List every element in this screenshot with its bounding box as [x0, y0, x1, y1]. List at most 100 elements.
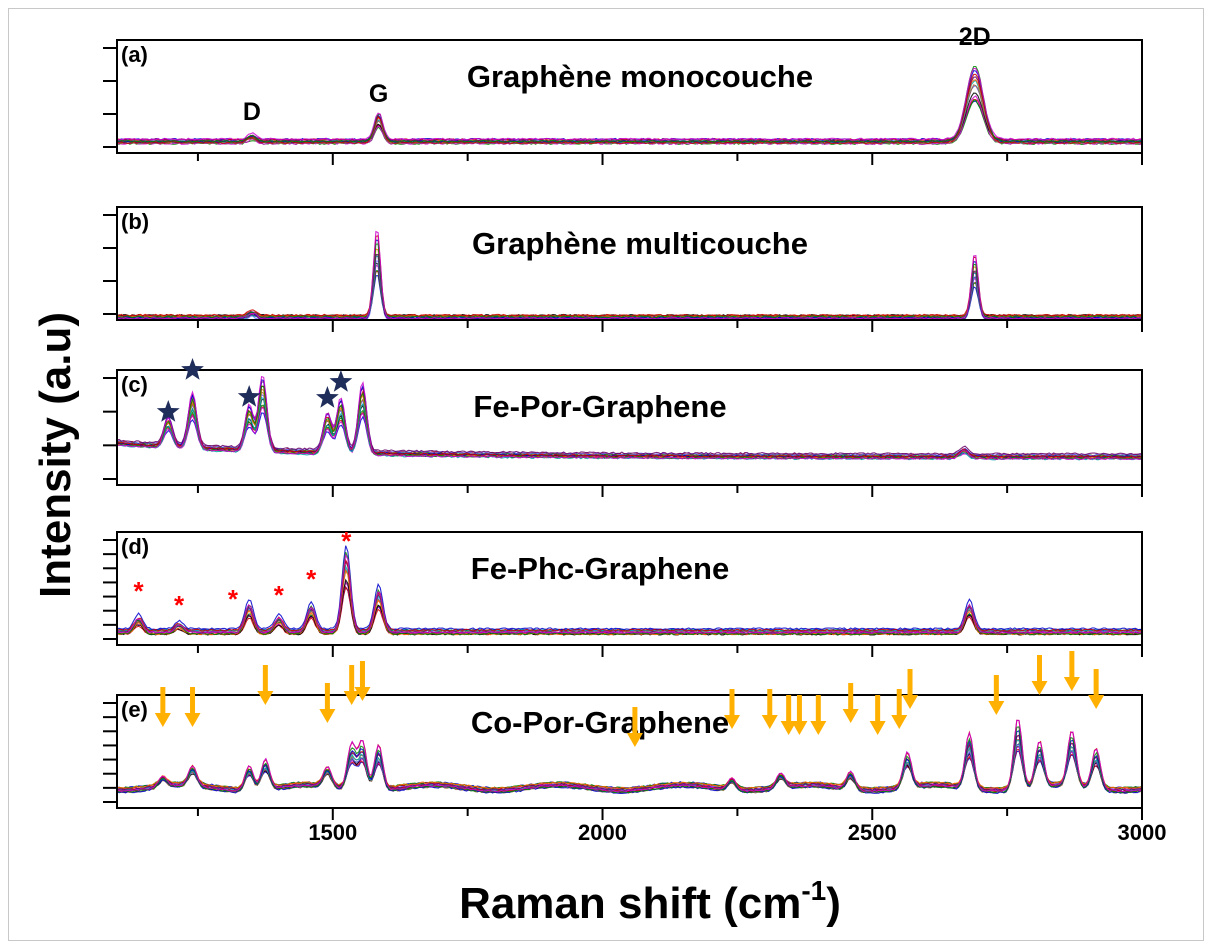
panel-letter: (c): [121, 372, 148, 397]
asterisk-marker: *: [341, 526, 352, 556]
peak-label: D: [243, 98, 261, 126]
arrow-marker-head: [1063, 677, 1080, 691]
spectrum-trace: [117, 745, 1143, 792]
arrow-marker-head: [343, 691, 360, 705]
panel-a: (a) Graphène monocouche D G 2D: [103, 23, 1143, 165]
arrow-marker-head: [257, 691, 274, 705]
arrow-marker-head: [988, 701, 1005, 715]
panels-group: (a) Graphène monocouche D G 2D (b) Graphène mu…: [103, 23, 1143, 820]
panel-title: Co-Por-Graphene: [471, 705, 729, 740]
spectrum-trace: [117, 260, 1142, 320]
arrow-marker-head: [891, 715, 908, 729]
spectrum-trace: [116, 73, 1143, 145]
spectrum-trace: [116, 545, 1142, 631]
spectrum-trace: [116, 748, 1143, 790]
panel-letter: (e): [121, 697, 148, 722]
spectrum-trace: [116, 262, 1143, 317]
arrow-marker-head: [791, 721, 808, 735]
arrow-marker-head: [724, 715, 740, 729]
spectrum-trace: [116, 743, 1143, 794]
spectrum-trace: [116, 734, 1143, 791]
spectrum-trace: [116, 275, 1143, 319]
spectrum-trace: [116, 726, 1143, 794]
star-marker: [181, 358, 204, 380]
spectrum-trace: [116, 745, 1143, 790]
panel-b: (b) Graphène multicouche: [103, 206, 1143, 332]
x-axis-title-main: Raman shift (cm: [459, 879, 801, 928]
spectrum-trace: [116, 744, 1143, 792]
x-axis-title-superscript: -1: [801, 875, 826, 906]
spectrum-trace: [116, 67, 1143, 141]
arrow-marker-head: [154, 713, 171, 727]
panel-letter: (d): [121, 534, 149, 559]
panel-letter: (a): [121, 42, 148, 67]
x-tick-label: 1500: [308, 820, 357, 845]
panel-frame: [116, 694, 1143, 809]
spectrum-trace: [117, 255, 1142, 320]
panel-title: Fe-Por-Graphene: [473, 389, 726, 424]
spectrum-trace: [116, 738, 1143, 794]
spectrum-trace: [117, 393, 1143, 457]
spectrum-trace: [116, 719, 1143, 793]
spectrum-trace: [116, 581, 1143, 633]
panel-e: (e) Co-Por-Graphene: [103, 651, 1143, 820]
figure-frame: [8, 8, 1204, 941]
panel-letter: (b): [121, 209, 149, 234]
star-marker: [237, 385, 261, 407]
arrow-marker-head: [626, 733, 643, 747]
asterisk-marker: *: [274, 580, 285, 610]
peak-label: 2D: [959, 23, 991, 51]
x-axis-title: Raman shift (cm-1): [459, 875, 841, 928]
arrow-marker-head: [184, 713, 201, 727]
arrow-marker-head: [842, 709, 859, 723]
spectrum-trace: [116, 264, 1143, 318]
x-tick-label: 2000: [578, 820, 627, 845]
x-axis-title-suffix: ): [826, 879, 841, 928]
panel-frame: [116, 206, 1143, 321]
panel-title: Graphène multicouche: [472, 226, 808, 261]
panel-frame: [116, 39, 1143, 154]
panel-d: (d) Fe-Phc-Graphene * * * * * *: [103, 526, 1143, 657]
panel-frame: [116, 369, 1143, 486]
star-marker: [156, 400, 180, 422]
arrow-marker-head: [354, 687, 371, 701]
spectrum-trace: [116, 375, 1143, 461]
spectrum-trace: [116, 739, 1143, 792]
spectrum-trace: [116, 385, 1143, 458]
asterisk-marker: *: [306, 564, 317, 594]
x-tick-label: 2500: [848, 820, 897, 845]
spectrum-trace: [116, 729, 1142, 794]
star-marker: [329, 370, 353, 392]
star-marker: [316, 386, 339, 408]
spectrum-trace: [116, 253, 1143, 320]
arrow-marker-head: [1031, 681, 1048, 695]
arrow-marker-head: [869, 721, 886, 735]
arrow-marker-head: [1088, 695, 1105, 709]
spectrum-trace: [116, 230, 1143, 320]
panel-c: (c) Fe-Por-Graphene: [103, 358, 1143, 497]
spectrum-trace: [116, 553, 1143, 634]
arrow-marker-head: [319, 709, 336, 723]
spectrum-trace: [116, 270, 1143, 319]
arrow-marker-head: [780, 721, 797, 735]
spectrum-trace: [116, 380, 1143, 456]
arrow-marker-head: [810, 721, 827, 735]
y-axis-title: Intensity (a.u): [31, 312, 80, 598]
arrow-marker-head: [761, 715, 778, 729]
spectrum-trace: [116, 270, 1142, 318]
asterisk-marker: *: [228, 584, 239, 614]
asterisk-marker: *: [174, 590, 185, 620]
panel-title: Fe-Phc-Graphene: [471, 551, 729, 586]
x-axis: 1500 2000 2500 3000: [308, 820, 1166, 845]
peak-label: G: [369, 80, 388, 108]
panel-title: Graphène monocouche: [467, 59, 813, 94]
spectrum-trace: [117, 578, 1143, 636]
asterisk-marker: *: [134, 576, 145, 606]
panel-frame: [116, 531, 1143, 646]
x-tick-label: 3000: [1118, 820, 1167, 845]
spectrum-trace: [116, 585, 1143, 632]
spectrum-trace: [116, 254, 1143, 318]
arrow-marker-head: [902, 695, 919, 709]
spectrum-trace: [116, 750, 1143, 790]
